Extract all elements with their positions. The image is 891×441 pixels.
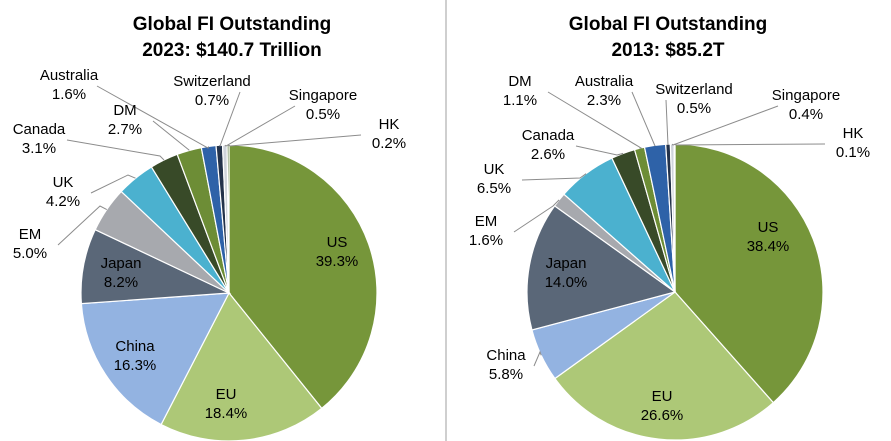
- leader-line-china: [533, 350, 542, 367]
- slice-labels: US 38.4% EU 26.6% China 5.8% Japan 14.0% EM 1.6% U…: [469, 73, 870, 424]
- leader-line-hk: [674, 143, 826, 146]
- slice-eu: [160, 291, 323, 441]
- slice-label-em: EM: [475, 213, 498, 230]
- leader-line-singapore: [224, 105, 296, 147]
- chart-title: Global FI Outstanding: [569, 14, 767, 35]
- slice-label-china: China: [115, 338, 155, 355]
- pie-chart-2023: Global FI Outstanding 2023: $140.7 Trill…: [13, 14, 406, 441]
- pie-slices: [526, 143, 824, 441]
- slice-label-em: EM: [19, 226, 42, 243]
- chart-subtitle: 2013: $85.2T: [611, 40, 724, 61]
- slice-value-canada: 3.1%: [22, 140, 56, 157]
- slice-label-eu: EU: [652, 388, 673, 405]
- slice-value-uk: 6.5%: [477, 180, 511, 197]
- slice-value-australia: 1.6%: [52, 86, 86, 103]
- slice-label-australia: Australia: [40, 67, 99, 84]
- leader-line-canada: [575, 145, 624, 156]
- leader-line-dm: [152, 120, 190, 151]
- slice-japan: [526, 205, 677, 331]
- slice-value-singapore: 0.5%: [306, 106, 340, 123]
- slice-label-canada: Canada: [522, 127, 575, 144]
- slice-value-hk: 0.1%: [836, 144, 870, 161]
- slice-labels: US 39.3% EU 18.4% China 16.3% Japan 8.2% EM 5.0% U…: [13, 67, 406, 422]
- slice-value-japan: 8.2%: [104, 274, 138, 291]
- slice-label-japan: Japan: [101, 255, 142, 272]
- slice-value-japan: 14.0%: [545, 274, 588, 291]
- slice-eu: [554, 291, 775, 441]
- slice-value-hk: 0.2%: [372, 135, 406, 152]
- leader-line-hk: [227, 134, 362, 147]
- slice-label-switzerland: Switzerland: [655, 81, 733, 98]
- leader-line-switzerland: [665, 99, 669, 146]
- slice-value-us: 39.3%: [316, 253, 359, 270]
- slice-label-hk: HK: [379, 116, 400, 133]
- slice-value-em: 1.6%: [469, 232, 503, 249]
- slice-label-switzerland: Switzerland: [173, 73, 251, 90]
- leader-line-switzerland: [218, 91, 241, 147]
- slice-value-dm: 2.7%: [108, 121, 142, 138]
- slice-label-china: China: [486, 347, 526, 364]
- leader-line-singapore: [671, 105, 779, 146]
- slice-label-eu: EU: [216, 386, 237, 403]
- leader-lines: [57, 85, 362, 246]
- slice-label-singapore: Singapore: [772, 87, 840, 104]
- slice-value-australia: 2.3%: [587, 92, 621, 109]
- slice-label-australia: Australia: [575, 73, 634, 90]
- chart-subtitle: 2023: $140.7 Trillion: [142, 40, 322, 61]
- slice-value-switzerland: 0.7%: [195, 92, 229, 109]
- slice-label-dm: DM: [508, 73, 531, 90]
- slice-label-us: US: [327, 234, 348, 251]
- slice-label-hk: HK: [843, 125, 864, 142]
- leader-line-dm: [547, 91, 643, 149]
- leader-line-uk: [521, 173, 587, 181]
- slice-label-dm: DM: [113, 102, 136, 119]
- leader-line-em: [57, 205, 108, 246]
- slice-value-switzerland: 0.5%: [677, 100, 711, 117]
- leader-line-australia: [631, 91, 656, 147]
- slice-value-em: 5.0%: [13, 245, 47, 262]
- slice-value-eu: 26.6%: [641, 407, 684, 424]
- slice-value-canada: 2.6%: [531, 146, 565, 163]
- pie-chart-2013: Global FI Outstanding 2013: $85.2T US 38.…: [469, 14, 870, 441]
- slice-label-us: US: [758, 219, 779, 236]
- slice-value-dm: 1.1%: [503, 92, 537, 109]
- pie-slices: [80, 144, 378, 441]
- leader-line-em: [513, 199, 560, 233]
- slice-label-singapore: Singapore: [289, 87, 357, 104]
- slice-value-eu: 18.4%: [205, 405, 248, 422]
- leader-line-australia: [96, 85, 210, 149]
- slice-value-uk: 4.2%: [46, 193, 80, 210]
- slice-china: [80, 292, 231, 426]
- slice-us: [228, 144, 378, 410]
- slice-label-uk: UK: [484, 161, 505, 178]
- slice-us: [674, 143, 824, 404]
- leader-line-uk: [90, 174, 136, 194]
- slice-label-canada: Canada: [13, 121, 66, 138]
- chart-title: Global FI Outstanding: [133, 14, 331, 35]
- slice-value-us: 38.4%: [747, 238, 790, 255]
- leader-line-canada: [66, 139, 165, 161]
- slice-value-china: 5.8%: [489, 366, 523, 383]
- slice-value-china: 16.3%: [114, 357, 157, 374]
- slice-label-japan: Japan: [546, 255, 587, 272]
- leader-lines: [513, 91, 826, 367]
- slice-label-uk: UK: [53, 174, 74, 191]
- slice-value-singapore: 0.4%: [789, 106, 823, 123]
